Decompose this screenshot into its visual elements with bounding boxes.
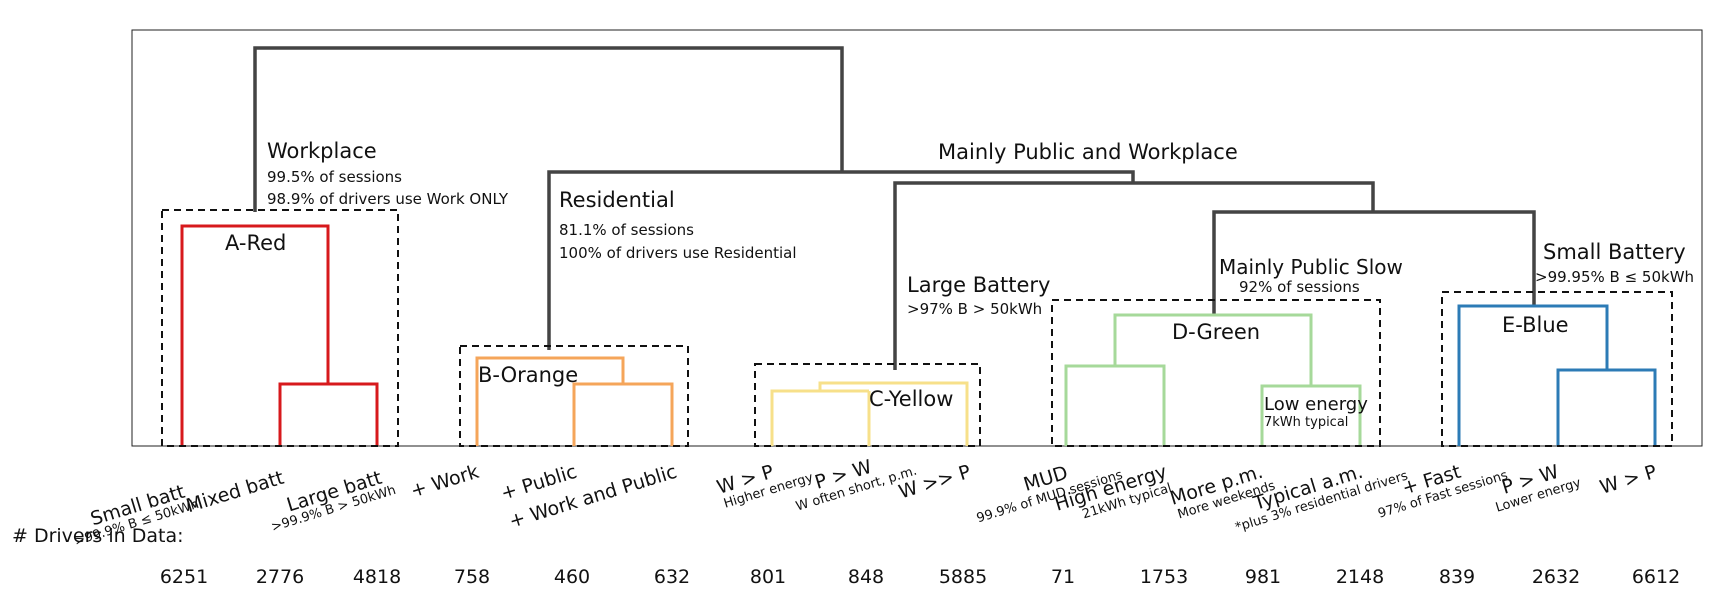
driver-count-8: 848 [848, 566, 884, 588]
cluster-box-d [1051, 299, 1381, 447]
cluster-label-a: A-Red [225, 231, 286, 255]
svg-text:+ Work and Public: + Work and Public [506, 461, 679, 533]
driver-count-12: 981 [1245, 566, 1281, 588]
group-title-public-workplace: Mainly Public and Workplace [938, 140, 1238, 164]
group-note-public-slow: 92% of sessions [1239, 278, 1360, 296]
driver-count-1: 6251 [160, 566, 208, 588]
group-note-workplace-1: 99.5% of sessions [267, 168, 402, 186]
group-title-large-battery: Large Battery [907, 273, 1050, 297]
leaf-label-3: Large batt >99.9% B > 50kWh [270, 467, 398, 535]
group-title-residential: Residential [559, 188, 675, 212]
link-residential-public [547, 170, 1135, 350]
leaf-label-2: Mixed batt [184, 467, 287, 517]
group-title-workplace: Workplace [267, 139, 377, 163]
cluster-box-e [1441, 291, 1673, 447]
cluster-label-c: C-Yellow [869, 387, 953, 411]
link-root [253, 46, 844, 212]
low-energy-note: 7kWh typical [1264, 415, 1348, 430]
group-note-residential-2: 100% of drivers use Residential [559, 244, 797, 262]
group-note-small-battery: >99.95% B ≤ 50kWh [1535, 268, 1694, 286]
svg-text:+ Work: + Work [408, 461, 481, 503]
group-title-small-battery: Small Battery [1543, 240, 1686, 264]
cluster-b-links [475, 356, 674, 446]
svg-text:W > P: W > P [1597, 461, 1659, 499]
cluster-label-d: D-Green [1172, 320, 1260, 344]
driver-count-5: 460 [554, 566, 590, 588]
cluster-label-e: E-Blue [1502, 313, 1569, 337]
driver-count-7: 801 [750, 566, 786, 588]
link-large-battery [893, 181, 1375, 370]
svg-text:Mixed batt: Mixed batt [184, 467, 287, 517]
cluster-c-links [770, 381, 969, 446]
drivers-heading: # Drivers in Data: [12, 525, 184, 547]
driver-count-13: 2148 [1336, 566, 1384, 588]
cluster-d-links [1064, 313, 1362, 446]
leaf-label-4: + Work [408, 461, 481, 503]
cluster-box-c [754, 363, 981, 447]
cluster-e-links [1457, 304, 1657, 446]
cluster-a-links [180, 224, 379, 446]
leaf-labels: Small batt >99.9% B ≤ 50kWh Mixed batt L… [73, 456, 1660, 549]
group-note-residential-1: 81.1% of sessions [559, 221, 694, 239]
group-title-public-slow: Mainly Public Slow [1219, 255, 1403, 279]
driver-count-2: 2776 [256, 566, 304, 588]
driver-count-9: 5885 [939, 566, 987, 588]
main-dendrogram-links [253, 46, 1536, 370]
driver-count-16: 6612 [1632, 566, 1680, 588]
cluster-boxes [161, 209, 1673, 447]
group-note-workplace-2: 98.9% of drivers use Work ONLY [267, 190, 509, 208]
driver-counts: 6251 2776 4818 758 460 632 801 848 5885 71 1753 981… [160, 566, 1680, 588]
driver-count-15: 2632 [1532, 566, 1580, 588]
group-note-large-battery: >97% B > 50kWh [907, 300, 1042, 318]
driver-count-4: 758 [454, 566, 490, 588]
link-public-slow-small-battery [1212, 210, 1536, 315]
plot-frame [131, 29, 1703, 447]
cluster-label-b: B-Orange [478, 363, 578, 387]
driver-count-3: 4818 [353, 566, 401, 588]
cluster-box-b [459, 345, 689, 447]
leaf-label-6: + Work and Public [506, 461, 679, 533]
driver-count-11: 1753 [1140, 566, 1188, 588]
driver-count-6: 632 [654, 566, 690, 588]
cluster-box-a [161, 209, 399, 447]
leaf-label-15: P > W Lower energy [1494, 461, 1583, 516]
low-energy-title: Low energy [1264, 394, 1368, 415]
driver-count-10: 71 [1051, 566, 1075, 588]
leaf-label-16: W > P [1597, 461, 1659, 499]
driver-count-14: 839 [1439, 566, 1475, 588]
